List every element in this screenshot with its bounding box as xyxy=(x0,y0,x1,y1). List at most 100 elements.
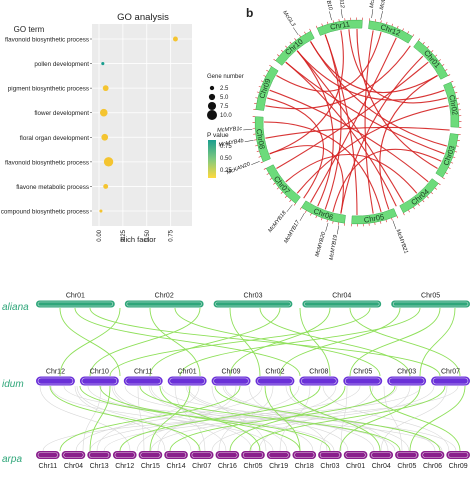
chromosome-tick xyxy=(418,204,419,206)
synteny-link xyxy=(60,308,120,376)
circos-link xyxy=(349,29,447,103)
chromosome-tick xyxy=(269,65,271,66)
chromosome-tick xyxy=(455,92,457,93)
chromosome-tick xyxy=(261,162,263,163)
go-term-label: flavonoid biosynthetic process xyxy=(5,37,89,44)
gene-label: McMYB18 xyxy=(267,209,288,233)
synteny-link xyxy=(420,308,455,376)
circos-link xyxy=(297,51,333,207)
chromosome-tick xyxy=(266,70,268,71)
chromosome-tick xyxy=(281,192,283,194)
chromosome-label: Chr03 xyxy=(243,293,262,300)
chromosome-tick xyxy=(277,188,279,190)
chromosome-label: Chr13 xyxy=(90,463,109,470)
chromosome-tick xyxy=(448,75,450,76)
circos-link xyxy=(333,149,441,211)
chromosome-tick xyxy=(427,196,429,198)
chromosome-tick xyxy=(263,75,265,76)
gene-label: McKAN20 xyxy=(226,161,252,176)
size-legend-label: 7.5 xyxy=(220,104,229,110)
gene-leader xyxy=(381,11,383,20)
gene-leader xyxy=(287,205,293,212)
chromosome-tick xyxy=(403,28,404,30)
chromosome-tick xyxy=(289,200,291,202)
gene-leader xyxy=(293,27,298,34)
chromosome-tick xyxy=(305,211,306,213)
synteny-link xyxy=(290,386,380,451)
chromosome-label: Chr07 xyxy=(441,369,460,376)
go-point xyxy=(104,157,113,166)
chromosome-tick xyxy=(435,188,437,190)
size-legend-title: Gene number xyxy=(207,74,244,80)
chromosome-tick xyxy=(438,183,440,185)
chromosome-bar xyxy=(214,301,293,308)
chromosome-tick xyxy=(448,168,450,169)
go-term-legend-title: GO term xyxy=(14,25,45,34)
chromosome-tick xyxy=(446,173,448,174)
go-point xyxy=(173,37,178,42)
gene-label: McGL3 xyxy=(281,10,296,29)
chromosome-tick xyxy=(299,35,300,37)
gene-label: McMYB17 xyxy=(283,219,301,245)
chromosome-tick xyxy=(403,213,404,215)
gene-leader xyxy=(372,9,373,18)
chromosome-label: Chr18 xyxy=(295,463,314,470)
chromosome-label: Chr05 xyxy=(243,463,262,470)
circos-link xyxy=(341,56,423,213)
chromosome-label: Chr05 xyxy=(353,369,372,376)
chromosome-label: Chr05 xyxy=(363,212,385,224)
chromosome-tick xyxy=(453,87,455,88)
chromosome-tick xyxy=(391,218,392,220)
go-term-label: flower development xyxy=(34,110,89,117)
chromosome-label: Chr06 xyxy=(423,463,442,470)
size-legend-dot xyxy=(207,110,217,120)
gene-label: McMYB6 xyxy=(369,0,378,8)
chromosome-label: Chr07 xyxy=(192,463,211,470)
chromosome-label: Chr12 xyxy=(115,463,134,470)
chromosome-label: Chr16 xyxy=(218,463,237,470)
go-point xyxy=(101,134,108,141)
gene-leader xyxy=(326,223,328,232)
gene-leader xyxy=(341,9,342,18)
circos-link xyxy=(276,62,428,168)
gene-leader xyxy=(393,221,396,229)
synteny-link xyxy=(150,308,280,376)
synteny-link xyxy=(140,386,400,451)
chromosome-tick xyxy=(264,168,266,169)
gene-label: McMYB5 xyxy=(379,0,390,10)
go-point xyxy=(99,209,102,212)
gene-label: McMYB1c xyxy=(217,126,243,134)
synteny-background-link xyxy=(223,386,409,451)
chromosome-bar xyxy=(302,301,381,308)
chromosome-label: Chr06 xyxy=(312,206,334,221)
circos-links xyxy=(264,29,450,215)
p-value-colorbar xyxy=(208,140,216,178)
size-legend-label: 2.5 xyxy=(220,86,229,92)
circos-link xyxy=(297,51,444,100)
chromosome-tick xyxy=(300,208,301,210)
chromosome-tick xyxy=(386,220,387,222)
chromosome-tick xyxy=(456,146,458,147)
chromosome-bar xyxy=(36,301,115,308)
gene-label: McMYB19 xyxy=(329,235,339,261)
chromosome-tick xyxy=(431,192,433,194)
size-legend-dot xyxy=(210,86,214,90)
chromosome-tick xyxy=(267,173,269,174)
go-point xyxy=(103,184,108,189)
species-label-bottom: arpa xyxy=(2,454,22,465)
chromosome-label: Chr04 xyxy=(372,463,391,470)
chromosome-tick xyxy=(397,216,398,218)
chromosome-label: Chr09 xyxy=(222,369,241,376)
chromosome-label: Chr14 xyxy=(167,463,186,470)
chromosome-tick xyxy=(443,178,445,179)
panel-a-go-analysis: GO analysis GO term flavonoid biosynthet… xyxy=(1,12,244,244)
panel-b-label: b xyxy=(246,6,253,20)
chromosome-label: Chr12 xyxy=(379,22,401,37)
go-term-label: floral organ development xyxy=(20,135,90,142)
size-legend-dot xyxy=(208,102,216,110)
chromosome-label: Chr09 xyxy=(449,463,468,470)
chromosome-label: Chr15 xyxy=(141,463,160,470)
synteny-link xyxy=(300,308,330,376)
